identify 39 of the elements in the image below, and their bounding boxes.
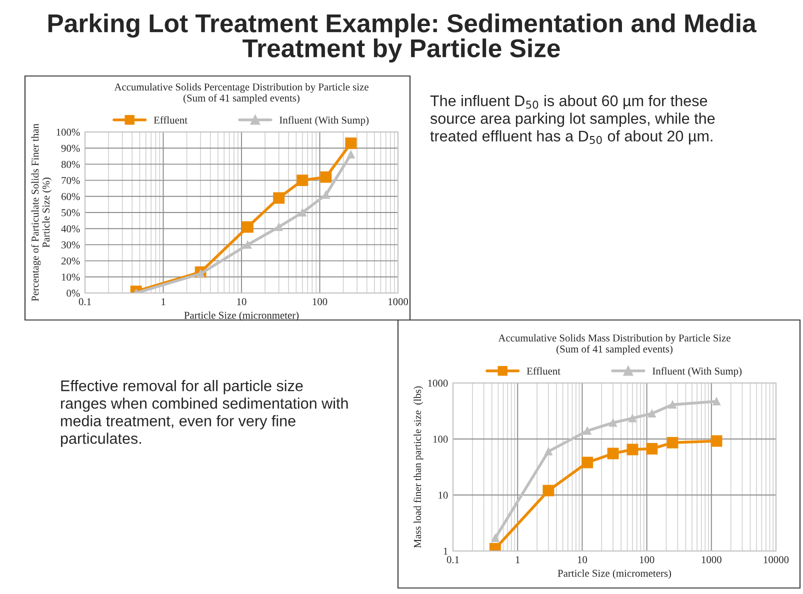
y-tick-label: 1 bbox=[444, 548, 448, 555]
text: Effective removal for all particle size ranges when combined sedimentation with media treatment, even for very fine particulates. bbox=[60, 380, 348, 447]
legend-label: Influent (With Sump) bbox=[652, 367, 742, 377]
x-tick-label: 1000 bbox=[702, 556, 722, 564]
y-tick-label: 100% bbox=[56, 128, 80, 136]
y-tick-label: 40% bbox=[61, 225, 80, 232]
x-tick-label: 10 bbox=[237, 298, 246, 306]
y-tick-label: 10 bbox=[438, 492, 448, 499]
x-tick-label: 1 bbox=[162, 298, 166, 306]
y-tick-label: 1000 bbox=[428, 380, 448, 387]
x-tick-label: 1 bbox=[516, 556, 520, 564]
chart-title: Accumulative Solids Mass Distribution by Particle Size (Sum of 41 sampled events) bbox=[498, 334, 730, 355]
x-tick-label: 10000 bbox=[764, 556, 789, 564]
legend-label: Influent (With Sump) bbox=[280, 116, 369, 126]
legend-label: Effluent bbox=[154, 116, 188, 124]
x-tick-label: 100 bbox=[312, 298, 328, 306]
x-tick-label: 100 bbox=[640, 556, 654, 564]
y-tick-label: 50% bbox=[62, 209, 80, 216]
x-tick-label: 10 bbox=[578, 556, 588, 564]
x-axis-title: Particle Size (micronmeter) bbox=[184, 311, 299, 321]
x-tick-label: 1000 bbox=[388, 298, 408, 306]
y-tick-label: 90% bbox=[61, 144, 80, 152]
text: The influent D$_{50}$ is about 60 µm for these source area parking lot samples, while the treated effluent has a D$_{50}$ of about 20 µm. bbox=[430, 95, 715, 145]
y-tick-label: 0% bbox=[66, 290, 80, 297]
y-tick-label: 20% bbox=[62, 257, 80, 265]
y-tick-label: 70% bbox=[62, 176, 80, 184]
x-axis-title: Particle Size (micrometers) bbox=[558, 569, 672, 579]
x-tick-label: 0.1 bbox=[446, 556, 459, 564]
x-tick-label: 0.1 bbox=[78, 298, 91, 306]
y-tick-label: 80% bbox=[61, 160, 80, 168]
y-tick-label: 10% bbox=[62, 274, 80, 281]
y-tick-label: 30% bbox=[62, 241, 80, 248]
legend-label: Effluent bbox=[526, 367, 560, 375]
y-axis-title: Percentage of Particulate Solids Finer than Particle Size (%) bbox=[31, 124, 52, 302]
text: Parking Lot Treatment Example: Sedimentation and Media Treatment by Particle Size bbox=[48, 14, 756, 62]
y-axis-title: Mass load finer than particle size (lbs) bbox=[414, 386, 424, 548]
y-tick-label: 60% bbox=[61, 193, 80, 200]
y-tick-label: 100 bbox=[433, 436, 448, 443]
chart-title: Accumulative Solids Percentage Distribution by Particle size (Sum of 41 sampled events) bbox=[114, 83, 368, 104]
